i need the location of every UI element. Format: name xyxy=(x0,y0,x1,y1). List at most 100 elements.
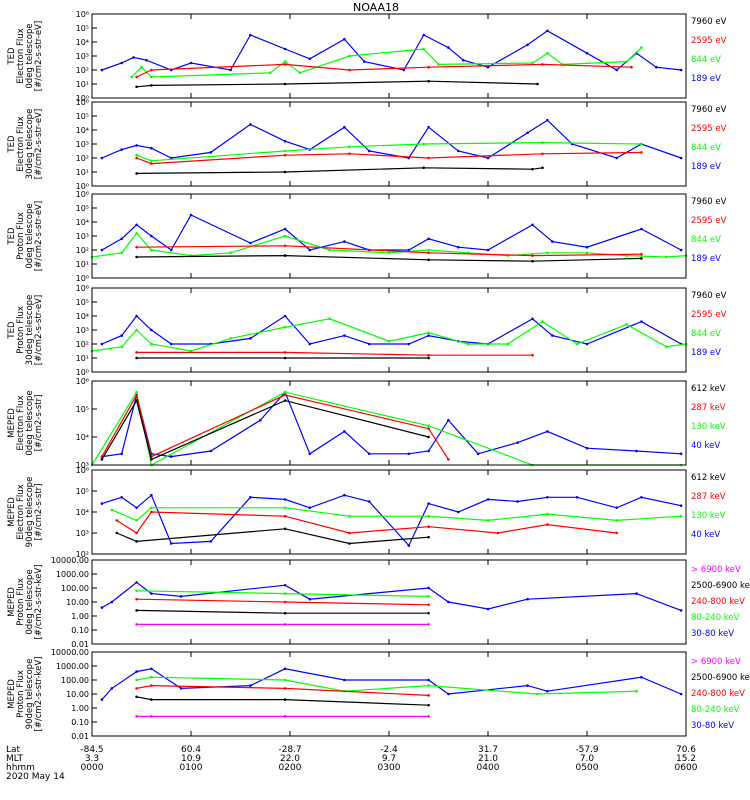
panel-8-series-4-point xyxy=(135,695,138,699)
panel-7-legend-entry: > 6900 keV xyxy=(691,565,741,575)
panel-2-series-1-point xyxy=(249,123,252,126)
panel-1-series-2-point xyxy=(531,61,534,65)
panel-7: 10000.00 1000.00 100.00 10.00 1.00 0.10 0.01 ME… xyxy=(7,556,750,649)
panel-5-legend-entry: 287 keV xyxy=(691,403,726,413)
panel-5-series-4-point xyxy=(283,399,287,402)
panel-3-y-tick-label: 10¹ xyxy=(76,260,89,269)
panel-4-y-tick-label: 10² xyxy=(76,340,89,349)
panel-3-legend-entry: 844 eV xyxy=(691,235,721,245)
x-tick-label-mlt: 22.0 xyxy=(280,754,300,764)
panel-7-series-1-point xyxy=(486,607,490,611)
panel-3-series-2-point xyxy=(283,234,287,238)
panel-5-series-1-point xyxy=(259,418,262,422)
panel-4-y-tick-label: 10³ xyxy=(76,326,89,335)
panel-2-series-4-point xyxy=(283,170,287,174)
panel-1-legend-entry: 844 eV xyxy=(691,55,721,65)
panel-4-series-3 xyxy=(136,351,533,356)
panel-2-series-1-point xyxy=(135,144,138,147)
panel-3-series-4-point xyxy=(135,255,138,259)
panel-4-series-2-point xyxy=(506,342,510,346)
panel-6-y-tick-label: 10⁵ xyxy=(76,487,89,496)
panel-3-series-1-point xyxy=(531,223,534,227)
panel-4-series-1-point xyxy=(551,334,554,337)
panel-8-series-3-point xyxy=(150,684,153,687)
panel-1-series-3-point xyxy=(283,63,287,66)
panel-2-series-3-point xyxy=(348,152,351,156)
panel-5-series-1-point xyxy=(120,452,123,456)
panel-1-y-tick-label: 10⁵ xyxy=(76,24,89,33)
panel-1-series-1-point xyxy=(283,47,287,51)
panel-6-series-2-point xyxy=(135,519,138,522)
panel-6-series-3-point xyxy=(427,525,430,528)
panel-6-series-4-point xyxy=(135,540,138,543)
panel-3: 10⁰ 10¹ 10² 10³ 10⁴ 10⁵ 10⁶ TED Proton Flux 0deg … xyxy=(7,190,727,283)
panel-8-series-5-point xyxy=(135,715,138,718)
panel-1-legend-entry: 2595 eV xyxy=(691,36,727,46)
panel-8-series-2-point xyxy=(427,684,430,687)
panel-2: 10⁰ 10¹ 10² 10³ 10⁴ 10⁵ 10⁶ TED Electron Flux 30d… xyxy=(7,98,727,191)
panel-8-legend-entry: 240-800 keV xyxy=(691,689,745,699)
panel-2-ylabel-line: [#/cm2-s-str-eV] xyxy=(34,109,44,179)
panel-1-series-1-point xyxy=(486,65,490,69)
panel-8-series-2-point xyxy=(635,689,638,693)
panel-2-series-4-point xyxy=(135,172,138,175)
panel-1-y-tick-label: 10³ xyxy=(76,52,89,61)
panel-6-y-tick-label: 10³ xyxy=(76,529,89,538)
panel-5-series-1-point xyxy=(679,452,683,456)
panel-1-series-1-point xyxy=(100,68,104,72)
panel-4-series-1-point xyxy=(135,314,138,318)
panel-6-series-3-point xyxy=(135,531,138,535)
panel-6: 10² 10³ 10⁴ 10⁵ 10⁶ MEPED Electron Flux 90deg t… xyxy=(7,466,726,559)
panel-5-series-2-point xyxy=(427,424,430,428)
panel-3-series-1-point xyxy=(486,248,490,252)
panel-4-legend-entry: 844 eV xyxy=(691,329,721,339)
panel-2-legend-entry: 189 eV xyxy=(691,162,721,172)
panel-1-series-2-point xyxy=(348,54,351,58)
x-tick-label-lat: 31.7 xyxy=(478,745,498,755)
panel-6-series-1-point xyxy=(546,496,549,499)
panel-3-ylabel-line: [#/cm2-s-str-eV] xyxy=(34,201,44,271)
panel-7-series-1-point xyxy=(308,597,312,601)
panel-6-series-4-point xyxy=(115,531,119,535)
panel-6-series-3-point xyxy=(546,523,549,526)
panel-1-series-1-point xyxy=(145,58,148,62)
panel-1-series-1-point xyxy=(120,61,123,65)
panel-3-series-2-point xyxy=(135,231,138,235)
panel-5-ylabel-line: MEPED xyxy=(7,408,17,438)
panel-4-series-1-point xyxy=(343,334,346,337)
panel-2-series-3-point xyxy=(541,152,544,156)
x-tick-label-mlt: 15.2 xyxy=(676,754,696,764)
panel-1-ylabel-line: 0deg telescope xyxy=(25,23,35,88)
panel-4-series-2-point xyxy=(387,339,391,343)
panel-8-series-4-point xyxy=(283,698,287,701)
panel-8-series-3-point xyxy=(283,687,287,690)
panel-4-series-1-point xyxy=(120,334,123,337)
panel-1-y-tick-label: 10⁰ xyxy=(76,94,89,103)
panel-2-series-1-point xyxy=(367,149,371,153)
panel-1-series-4-point xyxy=(283,82,287,86)
panel-4-frame xyxy=(91,287,687,373)
panel-8-y-tick-label: 1000.00 xyxy=(56,662,89,671)
panel-1-ylabel-line: TED xyxy=(7,47,17,66)
panel-6-series-1-point xyxy=(407,544,411,547)
panel-2-series-3-point xyxy=(283,153,287,157)
panel-3-series-1-point xyxy=(135,223,138,227)
panel-7-series-4-point xyxy=(427,611,430,615)
panel-1-series-1-point xyxy=(679,68,683,72)
panel-3-series-2-point xyxy=(229,251,232,255)
panel-3-series-1-point xyxy=(308,248,312,252)
panel-5-series-1-point xyxy=(447,418,450,422)
panel-8-series-2-point xyxy=(150,675,153,679)
panel-7-series-2-point xyxy=(283,592,287,595)
panel-8-series-3-point xyxy=(427,694,430,697)
panel-5-legend-entry: 130 keV xyxy=(691,422,726,432)
panel-1-series-2-point xyxy=(546,51,549,55)
panel-3-legend-entry: 2595 eV xyxy=(691,216,727,226)
panel-7-series-2-point xyxy=(427,595,430,598)
panel-6-series-4-point xyxy=(283,527,287,531)
panel-3-series-1-point xyxy=(283,227,287,231)
panel-8-series-5-point xyxy=(427,715,430,718)
panel-1-series-1-point xyxy=(343,37,346,41)
panel-5-series-3-point xyxy=(427,427,430,430)
panel-2-series-3-point xyxy=(427,156,430,160)
